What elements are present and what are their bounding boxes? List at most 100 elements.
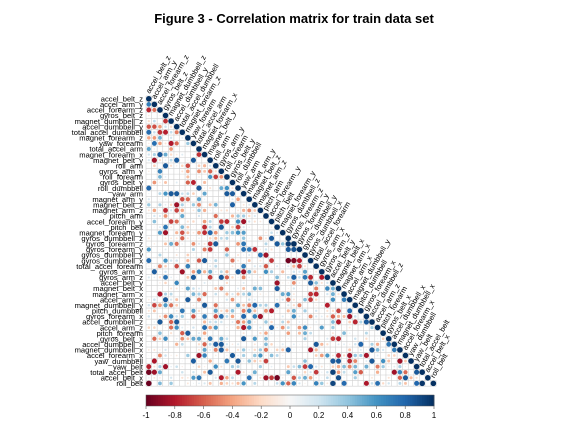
corr-cell-total_accel_forearm-gyros_belt_y <box>232 265 234 267</box>
corr-cell-accel_arm_x-magnet_arm_x <box>342 297 347 302</box>
corr-cell-gyros_dumbbell_y-magnet_forearm_z <box>186 254 189 257</box>
corr-cell-roll_belt-roll_forearm <box>226 382 229 385</box>
corr-cell-yaw_belt-accel_arm_x <box>348 365 352 369</box>
colorbar-segment <box>290 395 293 406</box>
corr-cell-yaw_dumbbell-magnet_arm_x <box>343 360 344 361</box>
corr-cell-pitch_belt-magnet_dumbbell_z <box>170 226 172 228</box>
corr-cell-gyros_forearm_x-roll_forearm <box>226 315 229 318</box>
corr-cell-accel_dumbbell_z-accel_belt_y <box>331 320 335 324</box>
corr-cell-roll_belt-roll_dumbbell <box>237 382 240 385</box>
corr-cell-roll_forearm-magnet_belt_y <box>208 175 212 179</box>
corr-cell-total_accel_belt-gyros_dumbbell_y <box>304 371 307 374</box>
corr-cell-gyros_dumbbell_z-roll_forearm <box>225 237 228 240</box>
corr-cell-magnet_dumbbell_y-gyros_arm_z <box>325 303 330 308</box>
corr-cell-accel_dumbbell_x-magnet_belt_y <box>209 343 212 346</box>
corr-cell-gyros_arm_z-total_accel_dumbbell <box>182 277 183 278</box>
corr-cell-yaw_belt-total_accel_forearm <box>315 365 317 367</box>
corr-cell-yaw_belt-magnet_belt_x <box>337 365 340 368</box>
corr-cell-accel_arm_z-magnet_arm_x <box>344 327 345 328</box>
corr-cell-gyros_forearm_z-total_accel_dumbbell <box>181 243 183 245</box>
corr-cell-roll_belt-yaw_arm <box>242 381 246 385</box>
corr-cell-gyros_forearm_x-roll_dumbbell <box>237 316 238 317</box>
corr-cell-pitch_forearm-gyros_forearm_y <box>298 332 301 335</box>
colorbar-segment <box>321 395 324 406</box>
corr-cell-gyros_arm_z-accel_forearm_y <box>271 277 272 278</box>
corr-cell-yaw_belt-accel_belt_z <box>146 364 151 369</box>
colorbar-segment <box>295 395 298 406</box>
corr-cell-magnet_arm_x-yaw_forearm <box>192 292 196 296</box>
corr-cell-accel_dumbbell_x-gyros_arm_z <box>326 343 328 345</box>
corr-cell-magnet_forearm_x-accel_belt_z <box>148 153 150 155</box>
corr-cell-yaw_dumbbell-roll_forearm <box>225 359 230 364</box>
corr-cell-pitch_dumbbell-magnet_arm_z <box>260 310 261 311</box>
row-labels: accel_belt_zaccel_arm_yaccel_forearm_zgy… <box>72 94 144 388</box>
corr-cell-magnet_dumbbell_y-yaw_forearm <box>193 304 195 306</box>
corr-cell-yaw_belt-gyros_forearm_y <box>298 365 302 369</box>
corr-cell-gyros_belt_x-accel_forearm_z <box>159 337 162 340</box>
corr-cell-pitch_dumbbell-gyros_dumbbell_y <box>303 309 306 312</box>
corr-cell-gyros_arm_x-gyros_dumbbell_y <box>303 270 307 274</box>
corr-cell-magnet_belt_z-yaw_arm <box>243 204 245 206</box>
corr-cell-total_accel_belt-pitch_dumbbell <box>359 370 363 374</box>
colorbar-segment <box>302 395 305 406</box>
corr-cell-magnet_arm_z-yaw_forearm <box>193 209 195 211</box>
corr-cell-gyros_arm_x-gyros_forearm_z <box>293 271 296 274</box>
corr-cell-yaw_forearm-magnet_forearm_z <box>186 142 189 145</box>
corr-cell-accel_forearm_x-gyros_arm_z <box>325 353 329 357</box>
corr-cell-roll_dumbbell-accel_arm_y <box>154 188 155 189</box>
colorbar-segment <box>357 395 360 406</box>
corr-cell-accel_arm_x-gyros_forearm_z <box>293 299 295 301</box>
corr-cell-total_accel_belt-accel_forearm_z <box>158 370 162 374</box>
corr-cell-accel_dumbbell_z-total_accel_forearm <box>315 321 317 323</box>
corr-cell-magnet_dumbbell_y-accel_forearm_z <box>158 303 162 307</box>
corr-cell-yaw_belt-gyros_belt_z <box>163 364 168 369</box>
corr-cell-accel_belt_x-gyros_belt_x <box>388 377 390 379</box>
corr-cell-pitch_arm-roll_forearm <box>226 215 227 216</box>
corr-cell-gyros_forearm_x-gyros_dumbbell_x <box>309 314 313 318</box>
colorbar-segment <box>376 395 379 406</box>
corr-cell-accel_arm_z-accel_dumbbell_z <box>370 326 373 329</box>
corr-cell-magnet_dumbbell_y-total_accel_arm <box>198 305 199 306</box>
corr-cell-total_accel_belt-accel_arm_x <box>349 372 350 373</box>
corr-cell-accel_dumbbell_z-magnet_dumbbell_y <box>353 320 358 325</box>
corr-cell-magnet_arm_z-roll_forearm <box>226 209 228 211</box>
corr-cell-yaw_belt-yaw_forearm <box>193 366 194 367</box>
corr-cell-pitch_forearm-magnet_belt_y <box>210 333 211 334</box>
corr-cell-pitch_dumbbell-gyros_belt_y <box>231 309 235 313</box>
corr-cell-yaw_dumbbell-magnet_dumbbell_x <box>397 358 402 363</box>
corr-cell-gyros_forearm_x-gyros_forearm_z <box>292 314 296 318</box>
corr-cell-pitch_belt-yaw_forearm <box>193 227 194 228</box>
corr-cell-total_accel_forearm-accel_forearm_z <box>158 264 162 268</box>
corr-cell-magnet_arm_x-gyros_dumbbell_x <box>308 292 313 297</box>
corr-cell-gyros_arm_x-magnet_forearm_y <box>281 270 284 273</box>
corr-cell-yaw_arm-gyros_belt_y <box>230 191 235 196</box>
corr-cell-magnet_dumbbell_x-roll_forearm <box>225 348 228 351</box>
corr-cell-gyros_belt_y-yaw_forearm <box>191 180 196 185</box>
corr-cell-yaw_belt-magnet_dumbbell_z <box>170 366 172 368</box>
corr-cell-pitch_dumbbell-yaw_arm <box>242 309 246 313</box>
corr-cell-yaw_belt-roll_dumbbell <box>237 365 240 368</box>
corr-cell-accel_belt_x-accel_dumbbell_y <box>176 377 177 378</box>
corr-cell-pitch_forearm-yaw_arm <box>243 332 245 334</box>
corr-cell-magnet_belt_x-gyros_dumbbell_x <box>310 288 311 289</box>
corr-cell-yaw_dumbbell-roll_dumbbell <box>236 358 241 363</box>
corr-cell-pitch_forearm-accel_arm_z <box>377 333 378 334</box>
colorbar-segment <box>153 395 156 406</box>
corr-cell-pitch_dumbbell-total_accel_forearm <box>315 310 317 312</box>
corr-cell-magnet_dumbbell_y-gyros_forearm_z <box>293 304 295 306</box>
corr-cell-magnet_arm_x-gyros_arm_x <box>321 294 322 295</box>
corr-cell-yaw_arm-accel_forearm_z <box>158 192 161 195</box>
corr-cell-total_accel_belt-magnet_forearm_x <box>203 371 206 374</box>
corr-cell-accel_forearm_x-gyros_belt_z <box>164 354 167 357</box>
colorbar-segment <box>223 395 226 406</box>
corr-cell-accel_dumbbell_y-magnet_dumbbell_z <box>170 125 172 127</box>
corr-cell-roll_arm-magnet_dumbbell_z <box>170 165 172 167</box>
corr-cell-pitch_belt-accel_arm_y <box>154 227 155 228</box>
corr-cell-total_accel_belt-gyros_dumbbell_z <box>286 370 290 374</box>
corr-cell-accel_arm_x-accel_arm_y <box>153 298 156 301</box>
corr-cell-accel_forearm_x-roll_dumbbell <box>237 355 239 357</box>
corr-cell-magnet_belt_y-magnet_forearm_z <box>187 160 188 161</box>
corr-cell-pitch_dumbbell-yaw_forearm <box>191 309 195 313</box>
corr-cell-accel_arm_z-accel_belt_z <box>148 326 151 329</box>
